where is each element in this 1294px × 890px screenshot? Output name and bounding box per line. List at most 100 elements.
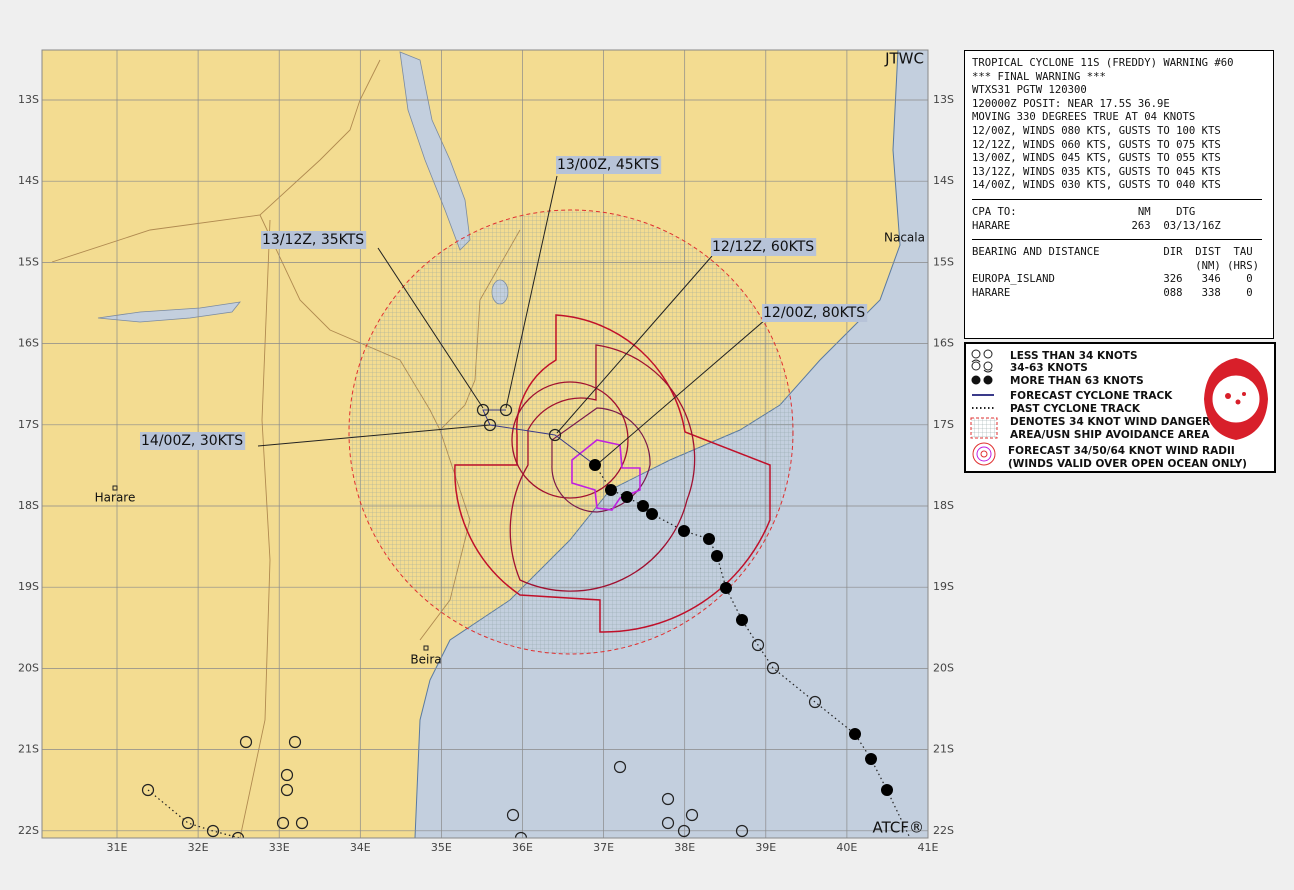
bearing-block: BEARING AND DISTANCE DIR DIST TAU (NM) (… (972, 246, 1266, 300)
track-point (231, 831, 245, 838)
lon-label: 37E (593, 841, 614, 854)
lat-label: 15S (18, 255, 39, 268)
lat-label: 21S (18, 743, 39, 756)
track-point (735, 824, 749, 838)
track-point (685, 808, 699, 822)
track-point (646, 508, 658, 520)
track-point (141, 783, 155, 797)
legend-text: AREA/USN SHIP AVOIDANCE AREA (1010, 429, 1210, 441)
text-line: WTXS31 PGTW 120300 (972, 84, 1087, 97)
lon-label: 38E (674, 841, 695, 854)
track-point (499, 403, 513, 417)
divider (972, 198, 1262, 200)
track-point (661, 792, 675, 806)
lat-label: 19S (18, 580, 39, 593)
text-line: (NM) (HRS) (972, 259, 1260, 272)
danger-area (348, 209, 794, 655)
lon-label: 36E (512, 841, 533, 854)
track-point (677, 824, 691, 838)
label-leaders (257, 175, 766, 463)
lon-label: 41E (918, 841, 939, 854)
text-line: HARARE 263 03/13/16Z (972, 219, 1221, 232)
warning-header: TROPICAL CYCLONE 11S (FREDDY) WARNING #6… (972, 57, 1266, 193)
legend-text: FORECAST CYCLONE TRACK (1010, 390, 1173, 402)
divider (972, 239, 1262, 241)
lat-label: 18S (18, 499, 39, 512)
lat-label: 16S (933, 337, 954, 350)
track-point (514, 831, 528, 838)
cpa-block: CPA TO: NM DTG HARARE 263 03/13/16Z (972, 206, 1266, 233)
legend-icon (971, 375, 981, 385)
lon-label: 31E (107, 841, 128, 854)
lat-label: 13S (18, 93, 39, 106)
forecast-label: 14/00Z, 30KTS (141, 433, 243, 449)
text-line: 12/00Z, WINDS 080 KTS, GUSTS TO 100 KTS (972, 124, 1221, 137)
track-point (808, 695, 822, 709)
track-point (736, 614, 748, 626)
legend-text: (WINDS VALID OVER OPEN OCEAN ONLY) (1008, 458, 1247, 470)
text-line: 14/00Z, WINDS 030 KTS, GUSTS TO 040 KTS (972, 179, 1221, 192)
legend-icon (983, 375, 993, 385)
label-background (261, 231, 367, 249)
place-label: Harare (95, 491, 136, 505)
lon-label: 33E (269, 841, 290, 854)
lat-label: 15S (933, 255, 954, 268)
lat-label: 18S (933, 499, 954, 512)
axes: 13S 13S 14S 14S 15S 15S 16S 16S 17S 17S 18S 18S 19S 1… (18, 93, 954, 854)
lat-label: 22S (18, 824, 39, 837)
lat-label: 21S (933, 743, 954, 756)
text-line: 120000Z POSIT: NEAR 17.5S 36.9E (972, 97, 1170, 110)
warning-text: TROPICAL CYCLONE 11S (FREDDY) WARNING #6… (964, 50, 1274, 339)
lat-label: 14S (18, 174, 39, 187)
lat-label: 17S (18, 418, 39, 431)
legend-text: DENOTES 34 KNOT WIND DANGER (1010, 416, 1210, 428)
legend-text: 34-63 KNOTS (1010, 362, 1088, 374)
text-line: EUROPA_ISLAND 326 346 0 (972, 273, 1253, 286)
forecast-label: 12/12Z, 60KTS (712, 239, 814, 255)
radii-64-current (571, 439, 641, 511)
lon-label: 39E (755, 841, 776, 854)
legend-text: FORECAST 34/50/64 KNOT WIND RADII (1008, 445, 1235, 457)
agency-label: JTWC (884, 50, 924, 68)
track-point (506, 808, 520, 822)
track-point (881, 784, 893, 796)
lat-label: 16S (18, 337, 39, 350)
place-label: Beira (410, 653, 441, 667)
track-point (711, 550, 723, 562)
past-track (594, 464, 911, 838)
lake-cahora-bassa (97, 301, 241, 323)
lat-label: 17S (933, 418, 954, 431)
map-frame (41, 49, 929, 839)
track-points (141, 403, 893, 838)
wind-radii-50 (509, 344, 696, 592)
text-line: 13/00Z, WINDS 045 KTS, GUSTS TO 055 KTS (972, 152, 1221, 165)
text-line: 13/12Z, WINDS 035 KTS, GUSTS TO 045 KTS (972, 165, 1221, 178)
lon-label: 35E (431, 841, 452, 854)
track-point (239, 735, 253, 749)
track-point (476, 403, 490, 417)
label-background (711, 238, 817, 256)
forecast-label: 12/00Z, 80KTS (763, 305, 865, 321)
label-background (140, 432, 246, 450)
text-line: 12/12Z, WINDS 060 KTS, GUSTS TO 075 KTS (972, 138, 1221, 151)
track-point (605, 484, 617, 496)
track-point (720, 582, 732, 594)
labels: JTWC ATCF® Nacala Harare Beira 13/00Z, 45KTS 1… (95, 50, 925, 837)
lat-label: 14S (933, 174, 954, 187)
city-marker (423, 645, 429, 651)
legend-text: PAST CYCLONE TRACK (1010, 403, 1141, 415)
lat-label: 20S (18, 661, 39, 674)
lat-label: 20S (933, 661, 954, 674)
text-line: *** FINAL WARNING *** (972, 70, 1106, 83)
legend-icons (970, 349, 998, 466)
text-line: HARARE 088 338 0 (972, 286, 1253, 299)
legend-text: MORE THAN 63 KNOTS (1010, 375, 1144, 387)
track-point (206, 824, 220, 838)
track-point (703, 533, 715, 545)
track-point (181, 816, 195, 830)
track-point (849, 728, 861, 740)
track-point (280, 768, 294, 782)
